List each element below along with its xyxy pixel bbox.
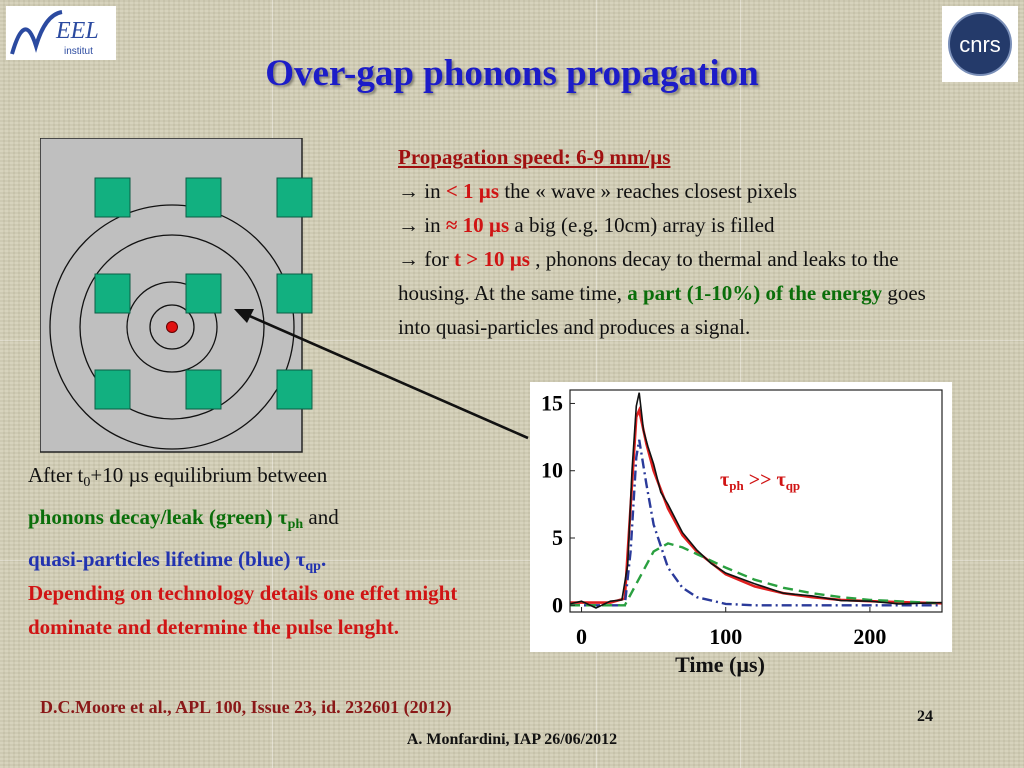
cnrs-logo: cnrs <box>942 6 1018 82</box>
pulse-chart-svg: 0 100 200 0 5 10 15 τph >> τqp <box>541 389 943 649</box>
pulse-chart: 0 100 200 0 5 10 15 τph >> τqp <box>530 382 952 652</box>
propagation-heading: Propagation speed: 6-9 mm/µs <box>398 145 671 169</box>
y-tick-label: 15 <box>541 390 563 415</box>
footer-author: A. Monfardini, IAP 26/06/2012 <box>406 731 618 748</box>
pointer-arrow-line <box>244 312 529 440</box>
propagation-line-3: → for t > 10 µs , phonons decay to therm… <box>398 247 926 339</box>
equilibrium-line: After t0+10 µs equilibrium between <box>28 463 328 490</box>
pointer-arrow-head <box>234 309 254 323</box>
series-line-phonons <box>570 542 943 607</box>
y-tick-label: 10 <box>541 458 563 483</box>
series-line-quasi-particles <box>570 439 942 607</box>
pixel-square <box>94 273 131 314</box>
wave-ring <box>149 304 195 350</box>
pixel-square <box>185 369 222 410</box>
pixel-array-diagram <box>40 138 529 453</box>
propagation-line-1: → in < 1 µs the « wave » reaches closest… <box>398 179 798 203</box>
pixel-square <box>276 273 313 314</box>
equilibrium-text: After t0+10 µs equilibrium between phono… <box>28 458 498 584</box>
propagation-text: Propagation speed: 6-9 mm/µs → in < 1 µs… <box>398 140 958 344</box>
tau-annotation: τph >> τqp <box>720 469 800 493</box>
phonon-line: phonons decay/leak (green) τph and <box>28 505 339 532</box>
wave-ring <box>126 281 218 373</box>
y-tick-label: 0 <box>552 592 563 617</box>
impact-dot <box>166 321 178 333</box>
substrate-square <box>40 138 303 453</box>
chart-series-group <box>569 392 943 609</box>
pixel-square <box>276 177 313 218</box>
svg-text:institut: institut <box>64 46 93 57</box>
wave-ring <box>79 234 265 420</box>
quasi-particle-line: quasi-particles lifetime (blue) τqp. <box>28 547 327 574</box>
pixel-square <box>185 177 222 218</box>
page-number: 24 <box>917 708 933 725</box>
background-gridline <box>0 340 1024 341</box>
reference-citation: D.C.Moore et al., APL 100, Issue 23, id.… <box>40 697 452 717</box>
conclusion-text: Depending on technology details one effe… <box>28 581 458 639</box>
svg-text:cnrs: cnrs <box>959 32 1001 57</box>
x-tick-label: 200 <box>853 624 886 649</box>
propagation-line-2: → in ≈ 10 µs a big (e.g. 10cm) array is … <box>398 213 775 237</box>
svg-text:EEL: EEL <box>55 18 99 44</box>
series-line-data <box>569 392 943 609</box>
pixel-square <box>185 273 222 314</box>
wave-ring <box>49 204 295 450</box>
chart-ticks-group: 0 100 200 0 5 10 15 <box>541 390 886 649</box>
x-axis-label: Time (µs) <box>675 652 765 677</box>
plot-frame <box>569 389 943 613</box>
pixel-square <box>94 177 131 218</box>
pixel-square <box>94 369 131 410</box>
y-tick-label: 5 <box>552 525 563 550</box>
slide-title: Over-gap phonons propagation <box>265 53 759 94</box>
neel-institut-logo: EEL institut <box>6 6 116 60</box>
x-tick-label: 100 <box>709 624 742 649</box>
x-tick-label: 0 <box>576 624 587 649</box>
pixel-square <box>276 369 313 410</box>
background-gridline <box>0 560 1024 561</box>
